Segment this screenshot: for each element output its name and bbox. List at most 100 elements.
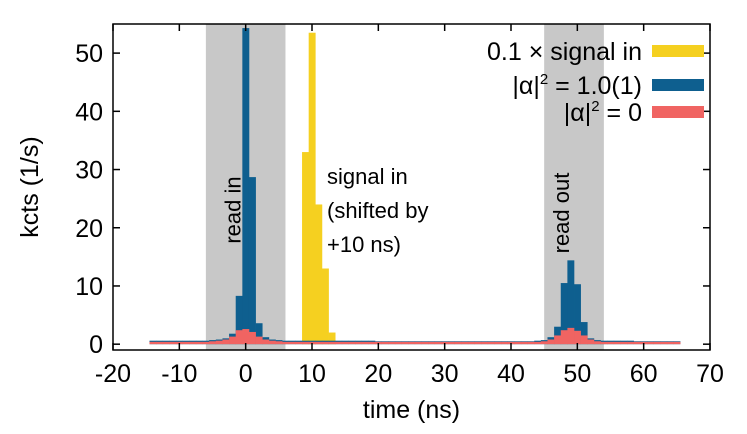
bar-series-2: [600, 341, 608, 345]
annotation-line: (shifted by: [327, 198, 429, 223]
bar-series-2: [235, 330, 243, 345]
bar-series-2: [368, 341, 376, 345]
bar-series-2: [474, 341, 482, 345]
bar-series-2: [156, 341, 164, 345]
bar-series-2: [229, 336, 237, 345]
bar-series-2: [607, 341, 615, 345]
bar-series-2: [394, 341, 402, 345]
plot-frame: [112, 23, 711, 351]
bar-series-2: [467, 341, 475, 345]
bar-series-2: [646, 341, 654, 345]
bar-series-2: [288, 341, 296, 345]
bar-series-2: [275, 341, 283, 345]
bar-series-2: [341, 341, 349, 345]
bar-series-2: [361, 341, 369, 345]
bar-series-2: [567, 327, 575, 345]
shaded-region-label: read in: [221, 176, 246, 243]
bar-series-2: [295, 341, 303, 345]
bar-series-2: [189, 341, 197, 345]
bar-series-2: [315, 341, 323, 345]
legend-swatch: [652, 106, 704, 118]
x-tick-label: 40: [497, 360, 525, 388]
bar-series-0: [328, 332, 336, 345]
bar-series-2: [215, 340, 223, 345]
y-tick-label: 30: [75, 157, 103, 185]
bar-series-2: [408, 341, 416, 345]
bar-series-2: [613, 341, 621, 345]
bar-series-2: [348, 341, 356, 345]
bar-series-2: [242, 329, 250, 345]
bar-series-2: [381, 341, 389, 345]
legend-label-part: 2: [591, 98, 599, 115]
bar-series-2: [162, 341, 170, 345]
bar-series-2: [268, 340, 276, 345]
bar-series-2: [587, 339, 595, 345]
bar-series-1: [560, 283, 568, 345]
bar-series-0: [315, 204, 323, 345]
bar-series-2: [255, 336, 263, 345]
bar-series-2: [487, 341, 495, 345]
bar-series-2: [248, 331, 256, 345]
bar-series-2: [627, 341, 635, 345]
legend-label: 0.1 × signal in: [487, 38, 642, 66]
legend: 0.1 × signal in|α|2 = 1.0(1)|α|2 = 0: [487, 38, 704, 127]
y-axis-label: kcts (1/s): [16, 136, 44, 237]
bar-series-2: [434, 341, 442, 345]
bar-series-2: [593, 341, 601, 345]
bar-series-2: [335, 341, 343, 345]
bar-series-2: [660, 341, 668, 345]
y-tick-label: 20: [75, 215, 103, 243]
bar-series-1: [574, 284, 581, 345]
x-tick-label: 0: [239, 360, 253, 388]
bar-series-2: [447, 341, 455, 345]
legend-label-part: |α|: [512, 72, 539, 100]
bar-series-2: [414, 341, 422, 345]
bar-series-2: [421, 341, 429, 345]
bar-series-2: [454, 341, 462, 345]
bar-series-2: [547, 339, 555, 345]
x-tick-label: 60: [630, 360, 658, 388]
bar-series-2: [514, 341, 522, 345]
bar-series-2: [149, 341, 157, 345]
x-tick-label: 50: [563, 360, 591, 388]
axis-ticks: -20 -10 0 10 20 30 40 50 60 70 0 10 20 30 40 50: [75, 24, 724, 388]
bar-series-2: [494, 341, 502, 345]
legend-label: |α|2 = 0: [564, 98, 642, 127]
legend-label-part: 0.1 × signal in: [487, 38, 642, 66]
bar-series-1: [255, 323, 263, 345]
bar-series-2: [653, 341, 661, 345]
bar-series-2: [673, 341, 681, 345]
bar-series-2: [282, 341, 290, 345]
x-tick-label: 20: [364, 360, 392, 388]
bar-series-2: [620, 341, 628, 345]
bar-series-0: [321, 268, 329, 345]
bar-series-2: [195, 341, 203, 345]
bar-series-2: [666, 341, 674, 345]
x-tick-label: -20: [95, 360, 131, 388]
bar-series-2: [428, 341, 436, 345]
shaded-region-label: read out: [549, 173, 574, 254]
bar-series-2: [580, 335, 588, 345]
x-tick-label: 10: [298, 360, 326, 388]
y-tick-label: 40: [75, 98, 103, 126]
y-tick-label: 0: [89, 331, 103, 359]
bar-series-2: [209, 341, 217, 345]
bar-series-2: [401, 341, 409, 345]
legend-swatch: [652, 79, 704, 91]
bar-series-2: [302, 341, 309, 345]
bar-series-2: [554, 335, 562, 345]
bar-series-2: [520, 341, 528, 345]
bar-series-0: [302, 152, 309, 345]
legend-label-part: = 0: [600, 99, 642, 127]
legend-swatch: [652, 45, 704, 57]
bar-series-2: [182, 341, 190, 345]
bar-series-2: [534, 341, 542, 345]
bar-series-2: [574, 330, 581, 345]
histogram-bars: [149, 28, 681, 345]
annotation-line: +10 ns): [327, 232, 401, 257]
bar-series-2: [633, 341, 641, 345]
legend-label-part: 2: [540, 71, 548, 88]
bar-series-1: [248, 177, 256, 345]
legend-label-part: = 1.0(1): [548, 72, 642, 100]
